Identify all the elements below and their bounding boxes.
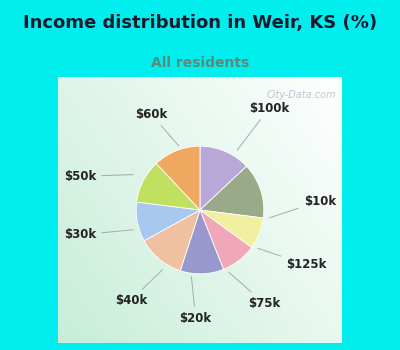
Wedge shape — [200, 210, 263, 247]
Wedge shape — [137, 163, 200, 210]
Wedge shape — [144, 210, 200, 271]
Text: $100k: $100k — [237, 102, 289, 150]
Wedge shape — [136, 202, 200, 241]
Text: $20k: $20k — [180, 276, 212, 325]
Wedge shape — [200, 210, 252, 270]
Text: $60k: $60k — [135, 108, 179, 146]
Wedge shape — [200, 166, 264, 218]
Text: $50k: $50k — [64, 170, 133, 183]
Text: $30k: $30k — [64, 228, 133, 242]
Text: Income distribution in Weir, KS (%): Income distribution in Weir, KS (%) — [23, 14, 377, 32]
Text: $125k: $125k — [258, 248, 326, 272]
Text: $10k: $10k — [269, 195, 336, 218]
Text: $75k: $75k — [229, 272, 280, 310]
Text: All residents: All residents — [151, 56, 249, 70]
Wedge shape — [180, 210, 224, 274]
Text: $40k: $40k — [115, 270, 162, 307]
Text: City-Data.com: City-Data.com — [266, 90, 336, 100]
Wedge shape — [156, 146, 200, 210]
Wedge shape — [200, 146, 246, 210]
